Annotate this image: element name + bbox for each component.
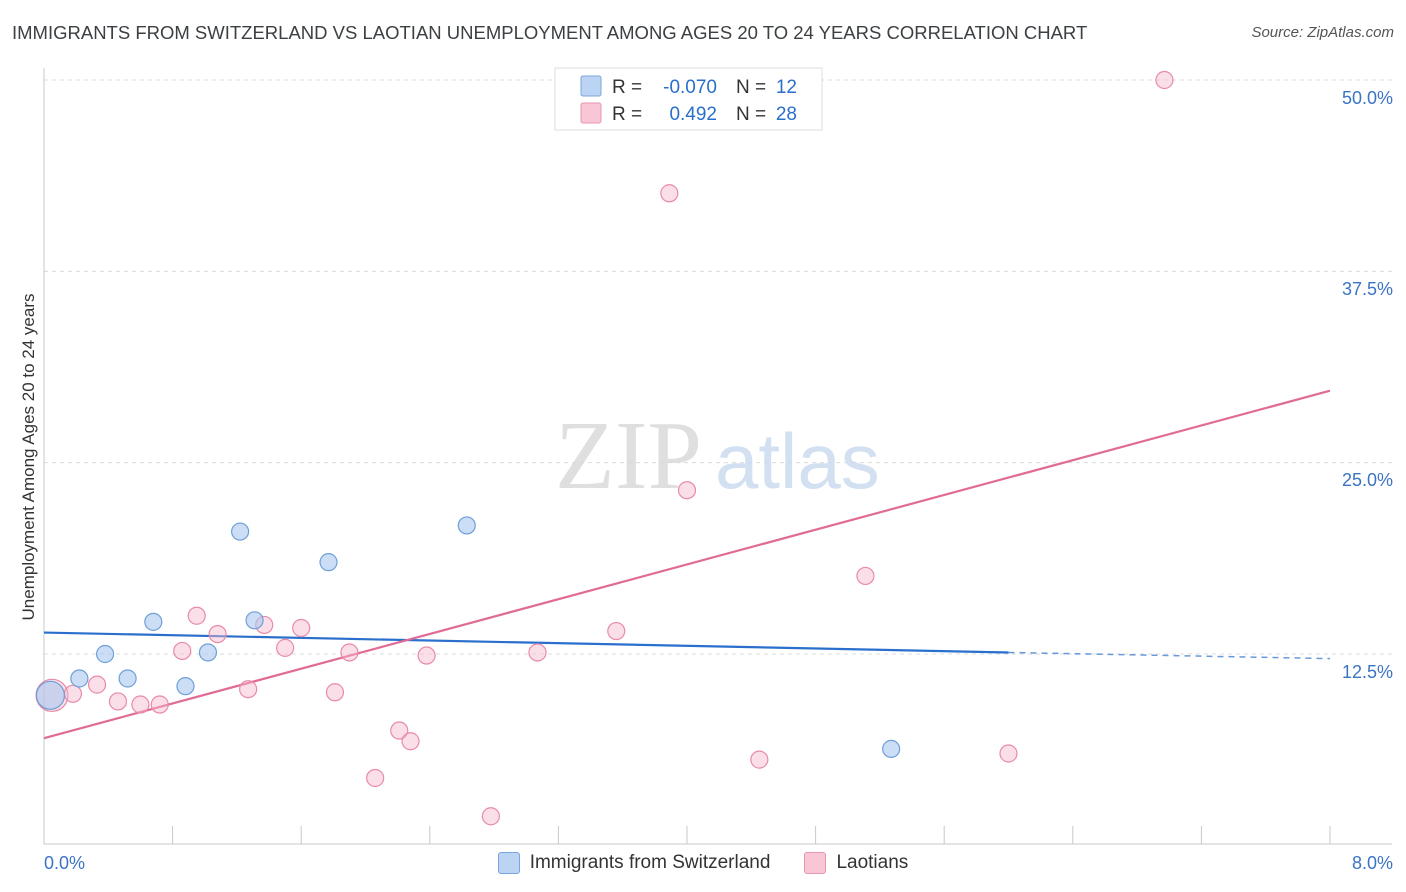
point-laotians [239,680,258,699]
point-laotians [108,692,128,711]
point-laotians [187,606,206,625]
legend-label-laotians: Laotians [836,852,909,873]
legend-swatch-blue [497,852,520,874]
points-layer [35,70,1174,826]
point-switzerland [319,553,338,572]
y-tick-label-25: 25.0% [1342,470,1393,490]
point-switzerland [245,611,264,630]
point-laotians [607,621,626,641]
y-tick-label-12-5: 12.5% [1342,662,1393,682]
point-switzerland [70,669,89,688]
point-laotians [401,732,420,751]
legend-item-switzerland[interactable]: Immigrants from Switzerland [497,852,771,874]
grid-layer [44,79,1392,655]
stats-n-value-blue: 12 [776,77,797,98]
point-laotians [417,646,436,665]
stats-swatch-pink [580,102,602,124]
point-laotians [677,481,697,500]
point-switzerland [95,644,115,664]
point-laotians [63,684,83,703]
point-laotians [390,721,409,740]
stats-n-label-blue: N = [736,77,766,98]
point-switzerland [882,739,901,759]
stats-r-value-blue: -0.070 [663,77,717,98]
trend-line-switzerland [43,631,1009,654]
point-switzerland [457,516,476,535]
point-switzerland [35,680,66,710]
point-laotians [1155,70,1174,90]
axis-layer [43,68,1392,845]
stats-legend: R = -0.070 N = 12 R = 0.492 N = 28 [554,67,823,131]
stats-n-label-pink: N = [736,104,766,125]
point-switzerland [176,677,195,696]
stats-n-value-pink: 28 [776,104,797,125]
point-laotians [528,643,547,662]
chart-title: IMMIGRANTS FROM SWITZERLAND VS LAOTIAN U… [12,22,1088,43]
point-laotians [208,625,227,644]
point-laotians [276,638,295,657]
x-tick-label-min: 0.0% [44,853,85,873]
point-laotians [150,695,169,714]
point-laotians [999,744,1018,763]
watermark-atlas: atlas [715,417,880,505]
trend-line-laotians [43,389,1331,740]
y-tick-label-37-5: 37.5% [1342,279,1393,299]
point-switzerland [198,643,218,662]
y-tick-label-50: 50.0% [1342,88,1393,108]
point-laotians [750,750,769,769]
stats-r-label-pink: R = [612,104,642,125]
watermark-zip: ZIP [555,402,702,510]
stats-swatch-blue [580,75,602,97]
point-laotians [660,184,679,203]
legend-label-switzerland: Immigrants from Switzerland [529,852,771,873]
point-laotians [325,683,345,702]
legend-swatch-pink [804,852,827,874]
point-laotians [131,695,150,714]
point-laotians [481,807,500,826]
source-label: Source: ZipAtlas.com [1251,24,1394,41]
point-switzerland [118,669,137,688]
point-laotians [87,675,107,694]
x-tick-label-max: 8.0% [1352,853,1393,873]
point-laotians [856,566,875,586]
point-laotians [292,618,311,638]
stats-r-value-pink: 0.492 [669,104,717,125]
trend-line-switzerland-extension [1008,651,1331,660]
point-laotians [366,768,385,788]
legend-item-laotians[interactable]: Laotians [804,852,908,874]
point-switzerland [144,612,163,631]
point-laotians [340,643,359,662]
trend-layer [43,389,1331,740]
y-axis-label: Unemployment Among Ages 20 to 24 years [19,294,38,621]
stats-r-label-blue: R = [612,77,642,98]
point-laotians [173,641,192,661]
series-legend: Immigrants from Switzerland Laotians [0,852,1406,874]
point-switzerland [231,522,250,541]
